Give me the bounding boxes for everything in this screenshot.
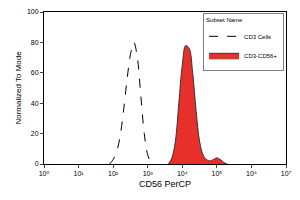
svg-text:80: 80 (31, 39, 39, 46)
svg-text:Subset Name: Subset Name (206, 17, 243, 23)
svg-text:10⁴: 10⁴ (177, 170, 188, 177)
svg-text:10⁵: 10⁵ (212, 170, 223, 177)
svg-text:CD3 Cells: CD3 Cells (244, 34, 271, 40)
svg-text:10³: 10³ (143, 170, 154, 177)
svg-text:100: 100 (27, 8, 39, 15)
svg-text:10⁶: 10⁶ (246, 170, 257, 177)
svg-text:40: 40 (31, 100, 39, 107)
svg-text:CD3-CD56+: CD3-CD56+ (244, 53, 277, 59)
svg-text:10⁰: 10⁰ (39, 170, 50, 177)
svg-text:10²: 10² (108, 170, 119, 177)
svg-text:CD56 PerCP: CD56 PerCP (139, 179, 191, 189)
svg-text:10⁷: 10⁷ (281, 170, 292, 177)
svg-text:10¹: 10¹ (74, 170, 85, 177)
svg-text:Normalized To Mode: Normalized To Mode (14, 51, 23, 125)
svg-text:60: 60 (31, 69, 39, 76)
svg-text:0: 0 (35, 160, 39, 167)
svg-text:20: 20 (31, 130, 39, 137)
